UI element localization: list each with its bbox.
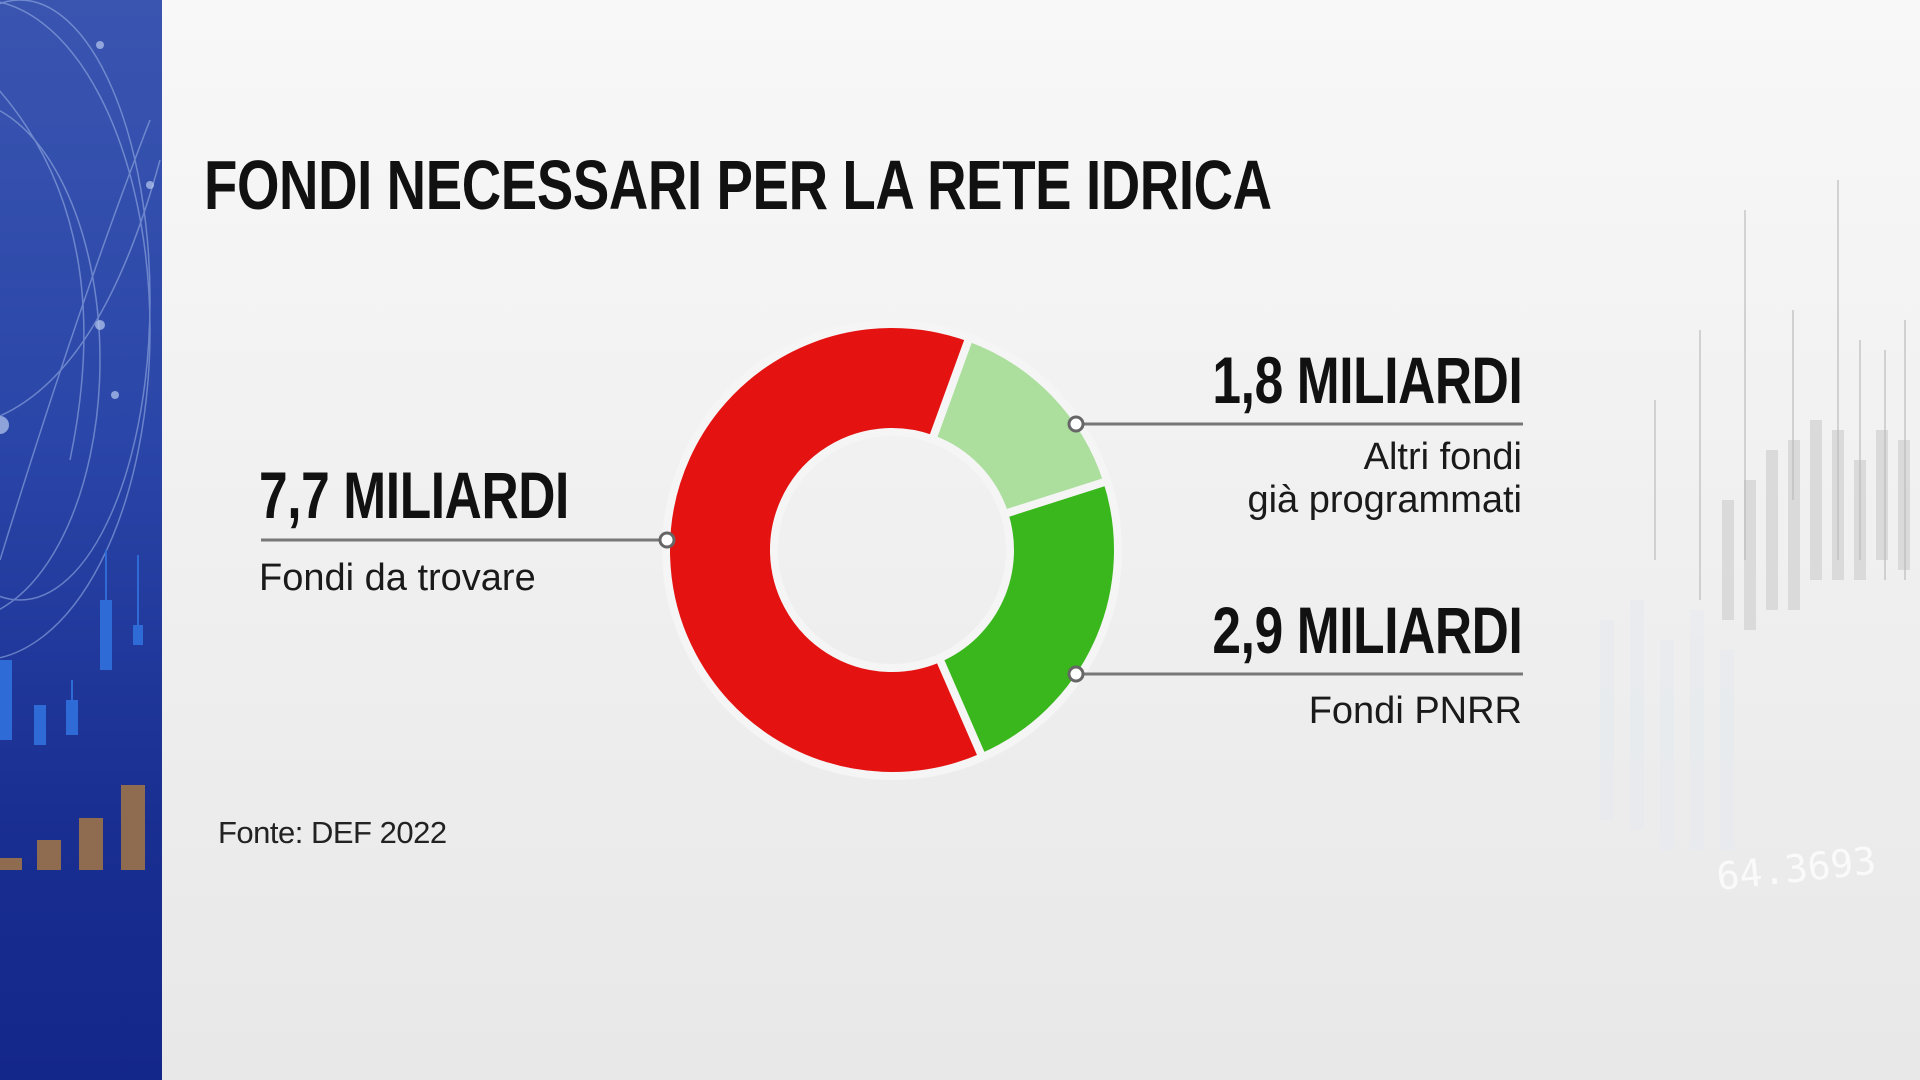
leader-altri-fondi-dot (1067, 415, 1085, 433)
donut-slice-0 (662, 320, 987, 780)
value-label-altri-fondi: 1,8 MILIARDI (1212, 343, 1522, 417)
slice-label-fondi-da-trovare: Fondi da trovare (259, 557, 536, 599)
donut-slice-1 (928, 333, 1112, 519)
leader-fondi-pnrr-dot (1067, 665, 1085, 683)
globe-network-decoration (0, 0, 161, 870)
candlestick-decoration (0, 550, 145, 870)
donut-slice-2 (935, 477, 1122, 762)
slice-label-line-1: Altri fondi (1363, 436, 1522, 478)
value-label-fondi-pnrr: 2,9 MILIARDI (1212, 593, 1522, 667)
slice-label-altri-fondi: Altri fondi già programmati (1247, 436, 1522, 522)
side-panel (0, 0, 162, 1080)
slice-label-fondi-pnrr: Fondi PNRR (1308, 690, 1522, 732)
leader-fondi-da-trovare-dot (658, 531, 676, 549)
value-label-fondi-da-trovare: 7,7 MILIARDI (259, 458, 569, 532)
source-note: Fonte: DEF 2022 (218, 815, 447, 850)
chart-title: FONDI NECESSARI PER LA RETE IDRICA (204, 146, 1272, 224)
slice-label-line-2: già programmati (1247, 479, 1522, 521)
